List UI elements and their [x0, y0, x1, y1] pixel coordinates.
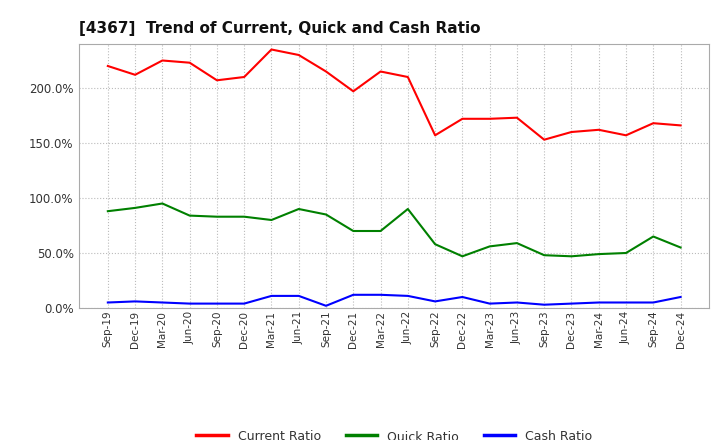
- Current Ratio: [676, 123, 685, 128]
- Cash Ratio: [349, 292, 358, 297]
- Quick Ratio: [513, 240, 521, 246]
- Current Ratio: [240, 74, 248, 80]
- Current Ratio: [104, 63, 112, 69]
- Current Ratio: [349, 88, 358, 94]
- Current Ratio: [649, 121, 657, 126]
- Quick Ratio: [377, 228, 385, 234]
- Cash Ratio: [158, 300, 167, 305]
- Cash Ratio: [485, 301, 494, 306]
- Quick Ratio: [322, 212, 330, 217]
- Quick Ratio: [676, 245, 685, 250]
- Quick Ratio: [649, 234, 657, 239]
- Quick Ratio: [403, 206, 412, 212]
- Current Ratio: [158, 58, 167, 63]
- Cash Ratio: [131, 299, 140, 304]
- Current Ratio: [403, 74, 412, 80]
- Current Ratio: [185, 60, 194, 65]
- Cash Ratio: [676, 294, 685, 300]
- Current Ratio: [485, 116, 494, 121]
- Cash Ratio: [431, 299, 439, 304]
- Current Ratio: [595, 127, 603, 132]
- Quick Ratio: [131, 205, 140, 210]
- Quick Ratio: [158, 201, 167, 206]
- Cash Ratio: [377, 292, 385, 297]
- Line: Cash Ratio: Cash Ratio: [108, 295, 680, 306]
- Quick Ratio: [185, 213, 194, 218]
- Quick Ratio: [267, 217, 276, 223]
- Cash Ratio: [621, 300, 630, 305]
- Cash Ratio: [403, 293, 412, 299]
- Quick Ratio: [294, 206, 303, 212]
- Cash Ratio: [185, 301, 194, 306]
- Current Ratio: [131, 72, 140, 77]
- Cash Ratio: [540, 302, 549, 307]
- Quick Ratio: [595, 252, 603, 257]
- Text: [4367]  Trend of Current, Quick and Cash Ratio: [4367] Trend of Current, Quick and Cash …: [79, 21, 481, 36]
- Legend: Current Ratio, Quick Ratio, Cash Ratio: Current Ratio, Quick Ratio, Cash Ratio: [192, 425, 597, 440]
- Cash Ratio: [294, 293, 303, 299]
- Cash Ratio: [567, 301, 576, 306]
- Quick Ratio: [621, 250, 630, 256]
- Current Ratio: [458, 116, 467, 121]
- Cash Ratio: [513, 300, 521, 305]
- Current Ratio: [294, 52, 303, 58]
- Quick Ratio: [212, 214, 221, 220]
- Quick Ratio: [458, 253, 467, 259]
- Quick Ratio: [349, 228, 358, 234]
- Current Ratio: [322, 69, 330, 74]
- Cash Ratio: [458, 294, 467, 300]
- Current Ratio: [212, 77, 221, 83]
- Quick Ratio: [567, 253, 576, 259]
- Line: Current Ratio: Current Ratio: [108, 49, 680, 139]
- Current Ratio: [377, 69, 385, 74]
- Cash Ratio: [104, 300, 112, 305]
- Quick Ratio: [485, 244, 494, 249]
- Quick Ratio: [240, 214, 248, 220]
- Quick Ratio: [431, 242, 439, 247]
- Cash Ratio: [267, 293, 276, 299]
- Cash Ratio: [240, 301, 248, 306]
- Current Ratio: [431, 132, 439, 138]
- Quick Ratio: [540, 253, 549, 258]
- Quick Ratio: [104, 209, 112, 214]
- Cash Ratio: [595, 300, 603, 305]
- Current Ratio: [267, 47, 276, 52]
- Current Ratio: [513, 115, 521, 120]
- Current Ratio: [540, 137, 549, 142]
- Line: Quick Ratio: Quick Ratio: [108, 203, 680, 256]
- Cash Ratio: [322, 303, 330, 308]
- Current Ratio: [621, 132, 630, 138]
- Cash Ratio: [212, 301, 221, 306]
- Current Ratio: [567, 129, 576, 135]
- Cash Ratio: [649, 300, 657, 305]
